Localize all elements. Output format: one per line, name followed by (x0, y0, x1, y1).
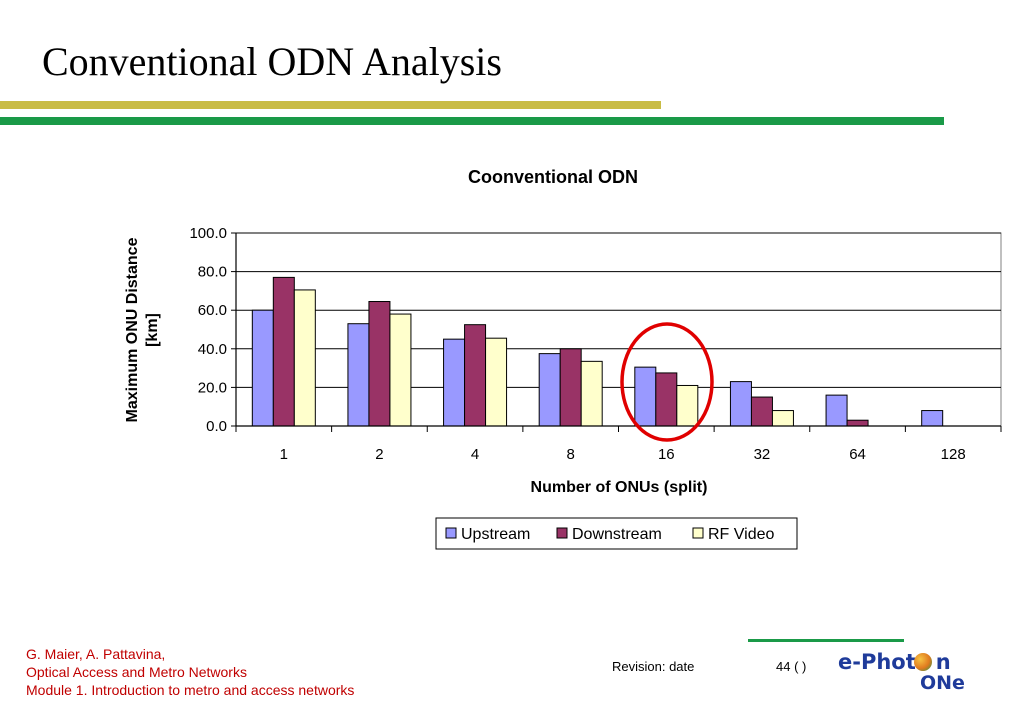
axes (231, 232, 1002, 432)
green-divider (0, 117, 944, 125)
bar-upstream-2 (347, 323, 370, 427)
bar-rf-video-2 (389, 313, 412, 427)
bar-downstream-8 (559, 348, 582, 427)
x-tick-label: 2 (375, 446, 383, 463)
bar-rf-video-16 (676, 384, 699, 427)
y-axis-label: Maximum ONU Distance [km] (124, 237, 161, 422)
bar-rf-video-1 (293, 289, 316, 427)
legend-swatch (556, 527, 568, 539)
y-tick-label: 0.0 (206, 418, 227, 435)
footer-course: Optical Access and Metro Networks (26, 664, 247, 680)
logo-line-1: e-Phot n (838, 650, 951, 674)
x-tick-labels: 1 2 4 8 16 32 64 128 (280, 446, 966, 463)
bar-downstream-16 (655, 372, 678, 427)
legend-swatch (692, 527, 704, 539)
gold-divider (0, 101, 661, 109)
bar-upstream-1 (251, 309, 274, 427)
bar-upstream-32 (729, 381, 752, 427)
legend-swatch (445, 527, 457, 539)
x-tick-label: 128 (941, 446, 966, 463)
footer-module: Module 1. Introduction to metro and acce… (26, 682, 355, 698)
y-tick-labels: 0.0 20.0 40.0 60.0 80.0 100.0 (189, 225, 227, 435)
bar-downstream-64 (846, 419, 869, 427)
bar-upstream-128 (921, 410, 944, 427)
bar-upstream-4 (443, 338, 466, 427)
legend-label: Upstream (461, 526, 530, 543)
slide-title: Conventional ODN Analysis (42, 39, 502, 84)
logo-line-2: ONe (920, 672, 965, 694)
bar-upstream-8 (538, 353, 561, 427)
y-tick-label: 80.0 (198, 264, 227, 281)
highlight-circle (620, 322, 714, 442)
legend-label: RF Video (708, 526, 775, 543)
page-number: 44 ( ) (776, 659, 807, 674)
legend-box (435, 517, 798, 550)
bar-rf-video-8 (580, 360, 603, 427)
x-tick-label: 1 (280, 446, 288, 463)
x-axis-label: Number of ONUs (split) (531, 479, 708, 496)
bar-downstream-4 (464, 324, 487, 427)
y-tick-label: 20.0 (198, 379, 227, 396)
bar-rf-video-32 (771, 410, 794, 427)
bar-upstream-64 (825, 394, 848, 427)
legend-label: Downstream (572, 526, 662, 543)
legend: Upstream Downstream RF Video (435, 517, 798, 550)
bar-rf-video-4 (485, 337, 508, 427)
e-photon-one-logo: e-Phot n ONe (838, 650, 988, 700)
y-tick-label: 40.0 (198, 341, 227, 358)
revision-label: Revision: date (612, 659, 695, 674)
chart-title: Coonventional ODN (468, 167, 638, 187)
footer-authors: G. Maier, A. Pattavina, (26, 646, 166, 662)
x-tick-label: 16 (658, 446, 675, 463)
y-tick-label: 60.0 (198, 302, 227, 319)
logo-divider (748, 639, 904, 642)
bar-upstream-16 (634, 366, 657, 427)
y-tick-label: 100.0 (189, 225, 227, 242)
globe-icon (914, 653, 932, 671)
x-tick-label: 8 (567, 446, 575, 463)
bar-downstream-2 (368, 301, 391, 427)
x-tick-label: 4 (471, 446, 479, 463)
footer-credits: G. Maier, A. Pattavina, Optical Access a… (26, 645, 354, 699)
bar-downstream-1 (272, 276, 295, 427)
x-tick-label: 64 (849, 446, 866, 463)
bar-downstream-32 (750, 396, 773, 427)
x-tick-label: 32 (754, 446, 771, 463)
bars (251, 276, 944, 427)
